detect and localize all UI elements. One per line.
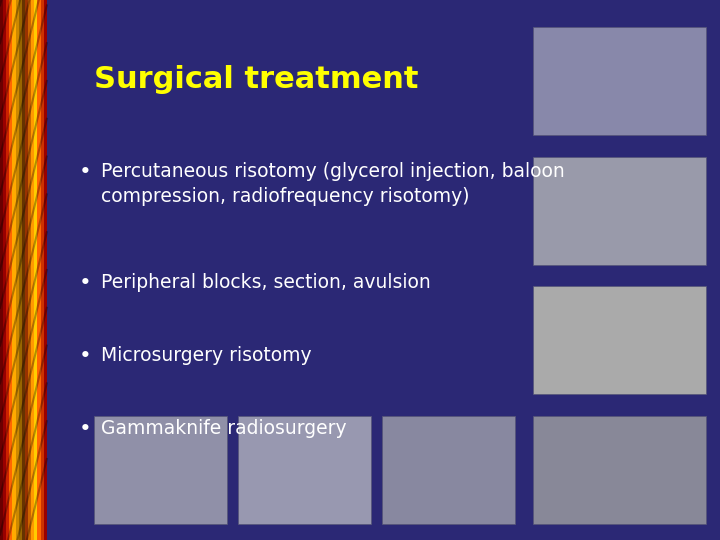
Text: •: • bbox=[79, 162, 92, 182]
FancyBboxPatch shape bbox=[3, 0, 6, 540]
Text: Percutaneous risotomy (glycerol injection, baloon
compression, radiofrequency ri: Percutaneous risotomy (glycerol injectio… bbox=[101, 162, 564, 206]
FancyBboxPatch shape bbox=[238, 416, 371, 524]
Text: •: • bbox=[79, 346, 92, 366]
FancyBboxPatch shape bbox=[28, 0, 31, 540]
FancyBboxPatch shape bbox=[0, 0, 3, 540]
FancyBboxPatch shape bbox=[533, 157, 706, 265]
FancyBboxPatch shape bbox=[25, 0, 28, 540]
FancyBboxPatch shape bbox=[19, 0, 22, 540]
FancyBboxPatch shape bbox=[16, 0, 19, 540]
FancyBboxPatch shape bbox=[533, 286, 706, 394]
FancyBboxPatch shape bbox=[35, 0, 37, 540]
FancyBboxPatch shape bbox=[22, 0, 25, 540]
FancyBboxPatch shape bbox=[40, 0, 44, 540]
Text: •: • bbox=[79, 418, 92, 438]
FancyBboxPatch shape bbox=[94, 416, 227, 524]
FancyBboxPatch shape bbox=[6, 0, 9, 540]
FancyBboxPatch shape bbox=[44, 0, 47, 540]
FancyBboxPatch shape bbox=[9, 0, 12, 540]
FancyBboxPatch shape bbox=[31, 0, 35, 540]
Text: Peripheral blocks, section, avulsion: Peripheral blocks, section, avulsion bbox=[101, 273, 431, 292]
FancyBboxPatch shape bbox=[533, 416, 706, 524]
FancyBboxPatch shape bbox=[382, 416, 515, 524]
FancyBboxPatch shape bbox=[12, 0, 16, 540]
FancyBboxPatch shape bbox=[533, 27, 706, 135]
FancyBboxPatch shape bbox=[37, 0, 40, 540]
Text: Microsurgery risotomy: Microsurgery risotomy bbox=[101, 346, 312, 365]
Text: Gammaknife radiosurgery: Gammaknife radiosurgery bbox=[101, 418, 346, 437]
Text: Surgical treatment: Surgical treatment bbox=[94, 65, 418, 94]
Text: •: • bbox=[79, 273, 92, 293]
